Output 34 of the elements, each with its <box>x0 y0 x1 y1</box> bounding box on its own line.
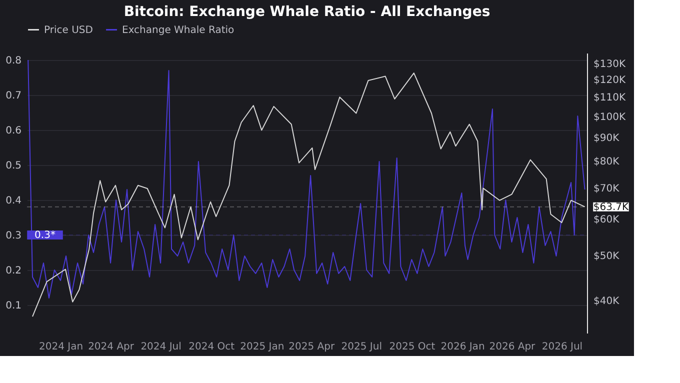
x-tick-label: 2025 Jul <box>341 342 382 352</box>
y2-tick-label: $80K <box>594 156 620 168</box>
x-tick-label: 2025 Oct <box>389 342 436 352</box>
legend-label: Price USD <box>44 24 94 36</box>
legend-label: Exchange Whale Ratio <box>122 24 234 36</box>
y2-tick-label: $110K <box>594 92 626 104</box>
y-tick-label: 0.2 <box>6 266 22 276</box>
y-tick-label: 0.6 <box>6 126 22 136</box>
y2-tick-label: $60K <box>594 214 620 226</box>
x-tick-label: 2026 Jan <box>440 342 485 352</box>
x-tick-label: 2026 Apr <box>489 342 536 352</box>
y-tick-label: 0.5 <box>6 160 22 172</box>
y-tick-label: 0.7 <box>6 90 22 102</box>
y-tick-label: 0.3 <box>6 230 22 242</box>
y2-tick-label: $90K <box>594 132 620 144</box>
y2-tick-label: $50K <box>594 251 620 262</box>
y-tick-label: 0.8 <box>6 56 22 66</box>
x-tick-label: 2024 Apr <box>88 342 135 352</box>
x-tick-label: 2026 Jul <box>542 342 583 352</box>
ref-line-label: 0.3* <box>34 230 56 241</box>
x-tick-label: 2025 Apr <box>288 342 336 352</box>
chart-title: Bitcoin: Exchange Whale Ratio - All Exchanges <box>124 4 490 20</box>
y-tick-label: 0.1 <box>6 300 22 312</box>
x-tick-label: 2024 Oct <box>188 342 235 352</box>
y2-tick-label: $40K <box>594 296 620 307</box>
y2-tick-label: $120K <box>594 75 626 86</box>
y2-tick-label: $130K <box>594 59 626 70</box>
y2-tick-label: $70K <box>594 183 620 194</box>
x-tick-label: 2024 Jul <box>140 342 182 352</box>
y-tick-label: 0.4 <box>6 196 22 206</box>
ref-line-label: $63.7K <box>593 202 630 213</box>
x-tick-label: 2025 Jan <box>240 342 284 352</box>
y2-tick-label: $100K <box>594 112 626 123</box>
x-tick-label: 2024 Jan <box>39 342 84 352</box>
